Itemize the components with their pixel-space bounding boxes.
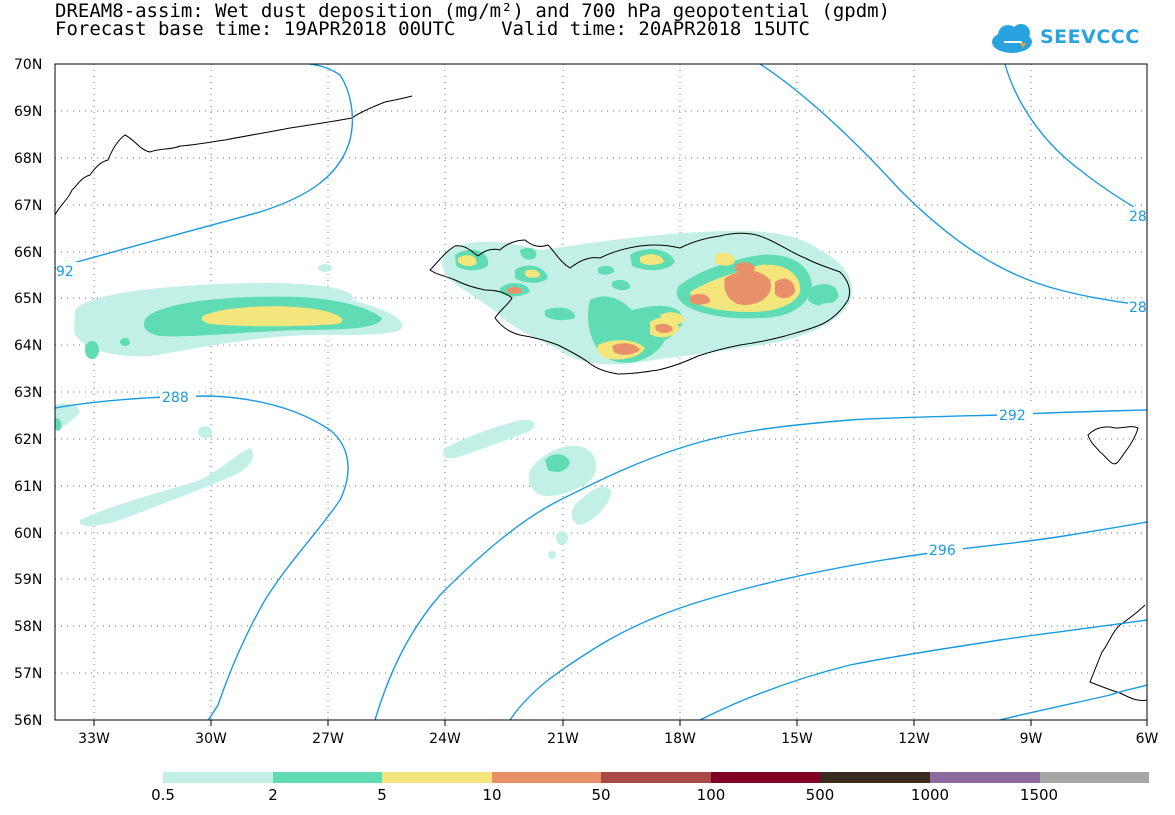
contour-292-west <box>55 64 354 269</box>
contour-300-corner <box>999 684 1147 720</box>
contour-292-south <box>374 409 1147 720</box>
lon-label: 24W <box>429 731 461 747</box>
color-legend <box>163 772 1150 783</box>
lon-label: 9W <box>1020 731 1043 747</box>
lat-label: 64N <box>14 338 42 354</box>
legend-label: 1500 <box>1019 786 1059 804</box>
iceland-coast <box>429 232 851 375</box>
legend-swatch <box>710 772 821 783</box>
logo-text: SEEVCCC <box>1040 26 1140 48</box>
contour-label-296: 296 <box>929 543 956 559</box>
contour-300-southeast <box>699 619 1147 720</box>
lon-label: 12W <box>898 731 930 747</box>
legend-swatch <box>1039 772 1150 783</box>
contour-label-288: 288 <box>162 390 189 406</box>
lon-label: 27W <box>312 731 344 747</box>
seevccc-logo <box>992 24 1032 53</box>
dust-plume-west-core <box>201 306 343 327</box>
legend-label: 50 <box>591 786 611 804</box>
cloud-icon <box>992 24 1032 53</box>
lon-label: 15W <box>781 731 813 747</box>
contour-label-280: 28 <box>1129 209 1147 225</box>
contour-label-292-west: 92 <box>56 264 74 280</box>
legend-swatch <box>272 772 383 783</box>
geopotential-contours <box>55 64 1147 720</box>
lat-label: 70N <box>14 57 42 73</box>
lat-label: 66N <box>14 245 42 261</box>
lat-label: 56N <box>14 713 42 729</box>
lat-label: 63N <box>14 385 42 401</box>
legend-swatch <box>382 772 492 783</box>
legend-swatch <box>929 772 1040 783</box>
longitude-labels: 33W 30W 27W 24W 21W 18W 15W 12W 9W 6W <box>78 731 1158 747</box>
dust-patch-southwest <box>79 448 254 526</box>
map-frame <box>54 63 1148 721</box>
lon-label: 18W <box>664 731 696 747</box>
contour-labels: 288 292 296 92 28 28 <box>56 207 1147 559</box>
lat-label: 57N <box>14 666 42 682</box>
legend-label: 0.5 <box>151 786 175 804</box>
lon-label: 6W <box>1136 731 1159 747</box>
legend-swatch <box>601 772 711 783</box>
contour-296 <box>509 521 1147 720</box>
lon-label: 30W <box>195 731 227 747</box>
contour-label-292: 292 <box>999 408 1026 424</box>
dust-patch-central <box>442 419 535 459</box>
lat-label: 67N <box>14 198 42 214</box>
legend-label: 5 <box>377 786 387 804</box>
scotland-coast <box>1089 604 1147 701</box>
lat-label: 59N <box>14 572 42 588</box>
legend-label: 500 <box>805 786 835 804</box>
lat-label: 65N <box>14 291 42 307</box>
faroe-coast <box>1087 426 1139 465</box>
legend-swatch <box>491 772 602 783</box>
lat-label: 68N <box>14 151 42 167</box>
legend-swatch <box>163 772 273 783</box>
lat-label: 58N <box>14 619 42 635</box>
lat-label: 69N <box>14 104 42 120</box>
legend-label: 10 <box>482 786 502 804</box>
lat-label: 62N <box>14 432 42 448</box>
contour-label-284: 28 <box>1129 300 1147 316</box>
map-title: DREAM8-assim: Wet dust deposition (mg/m²… <box>55 0 891 22</box>
dust-deposition-field <box>55 230 853 559</box>
lat-label: 60N <box>14 526 42 542</box>
lon-label: 33W <box>78 731 110 747</box>
contour-288 <box>55 395 349 720</box>
map-subtitle: Forecast base time: 19APR2018 00UTC Vali… <box>55 18 810 40</box>
axis-ticks <box>93 720 1148 726</box>
legend-label: 2 <box>268 786 278 804</box>
legend-label: 100 <box>696 786 726 804</box>
lon-label: 21W <box>547 731 579 747</box>
contour-284-northeast <box>759 64 1147 307</box>
contour-280-northeast <box>1004 64 1147 216</box>
legend-label: 1000 <box>910 786 950 804</box>
latitude-labels: 56N 57N 58N 59N 60N 61N 62N 63N 64N 65N … <box>14 57 42 729</box>
coastlines <box>55 95 1147 701</box>
greenland-coast <box>55 95 413 216</box>
legend-swatch <box>820 772 930 783</box>
lat-label: 61N <box>14 479 42 495</box>
map-grid <box>55 64 1147 720</box>
